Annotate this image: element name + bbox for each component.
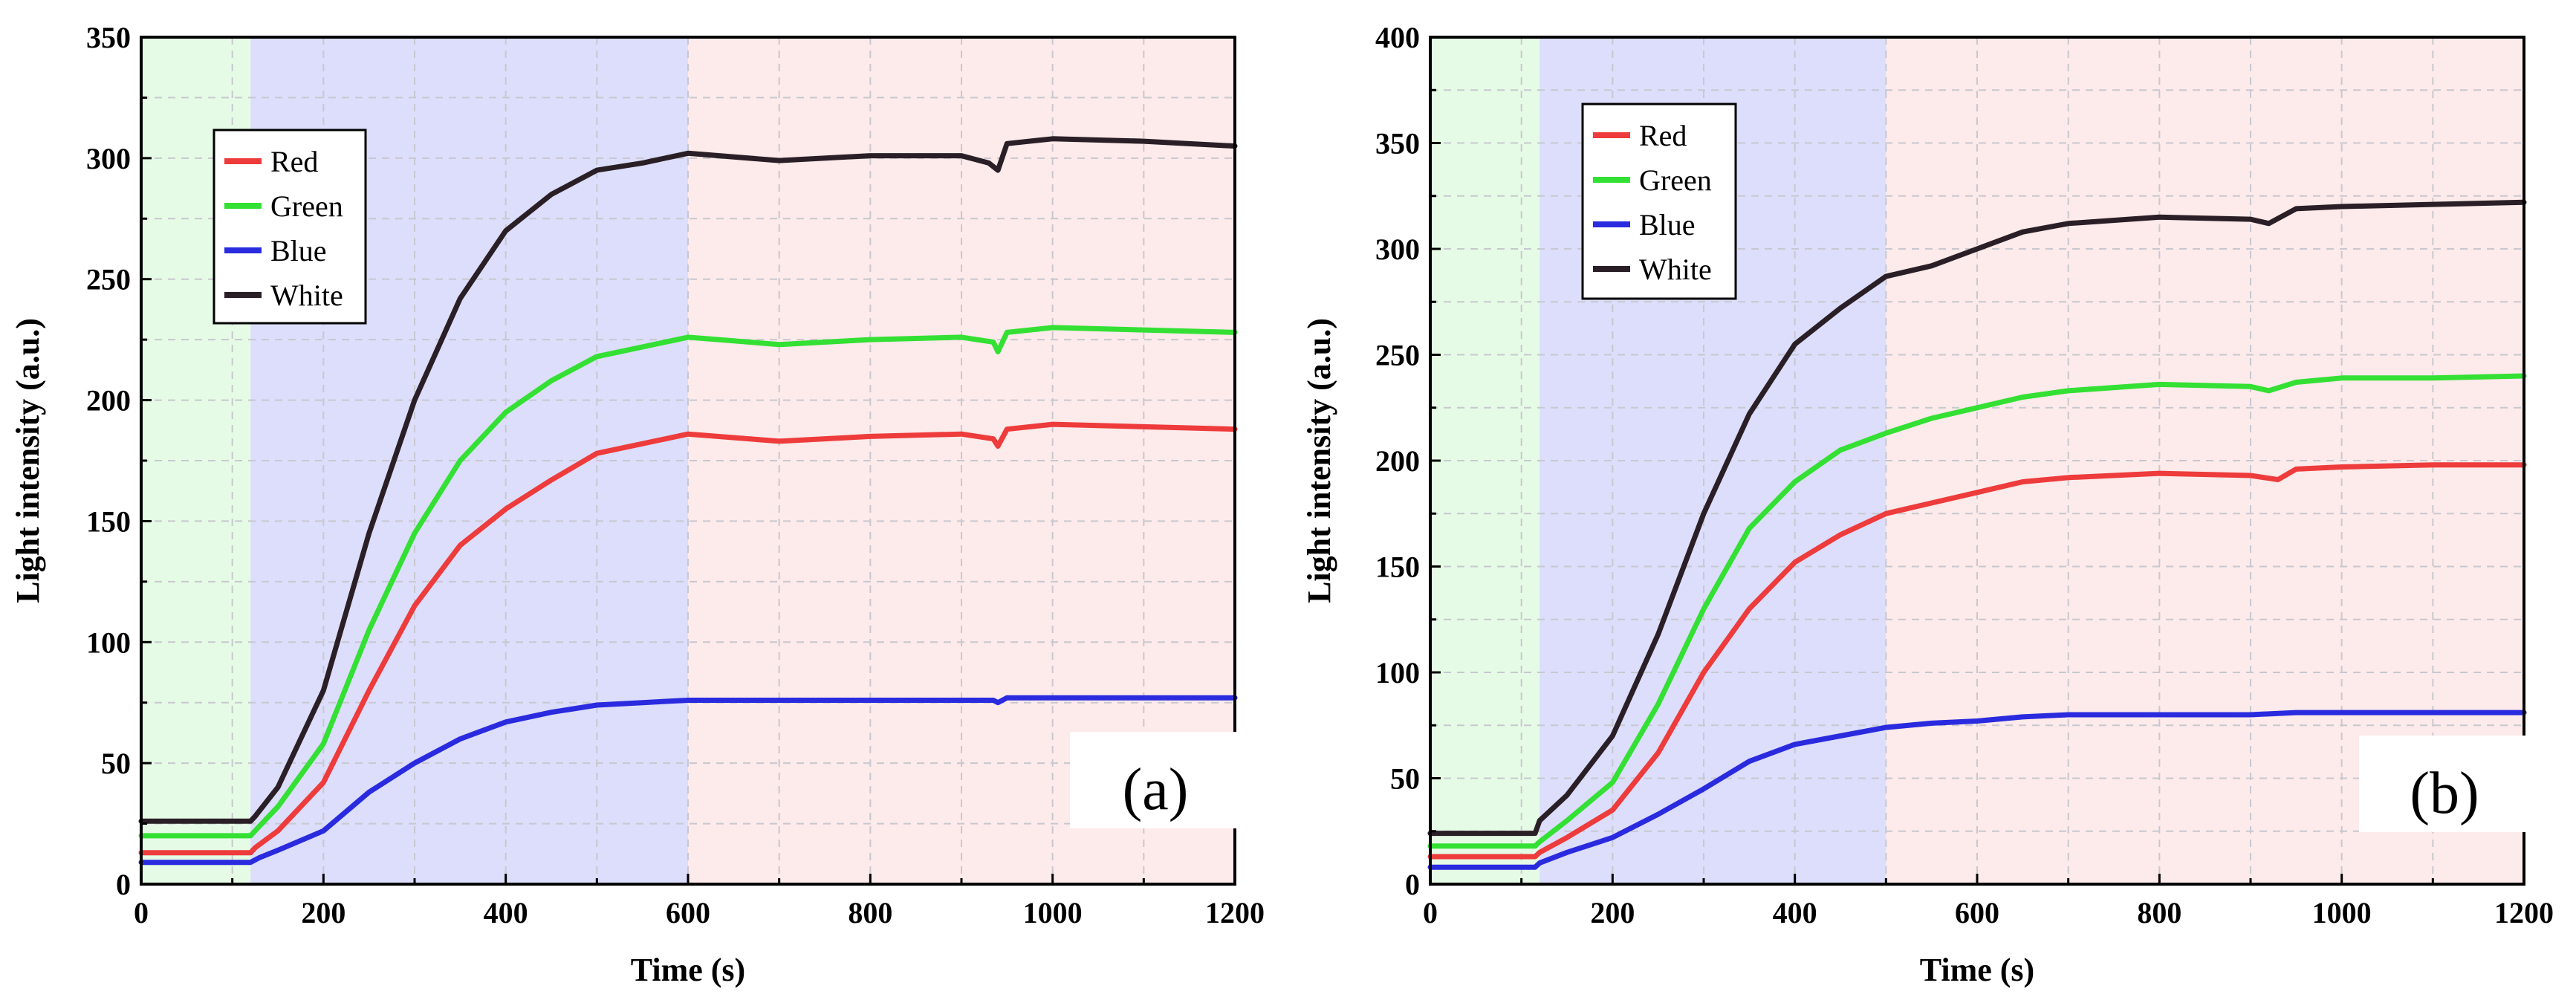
y-tick-label: 350: [1375, 127, 1420, 160]
legend: Red Green Blue White: [212, 129, 367, 325]
legend-label-blue: Blue: [270, 234, 327, 267]
panel-label-group: (a): [1070, 732, 1241, 828]
x-tick-label: 1000: [1023, 896, 1083, 929]
y-tick-label: 0: [1405, 868, 1420, 901]
y-tick-label: 100: [1375, 656, 1420, 689]
panel-label-bg: [1070, 732, 1241, 828]
panel-label-group: (b): [2359, 736, 2530, 832]
x-tick-label: 1200: [2494, 896, 2554, 929]
x-tick-label: 200: [1590, 896, 1635, 929]
x-tick-label: 200: [301, 896, 345, 929]
x-tick-label: 1000: [2312, 896, 2372, 929]
legend-label-blue: Blue: [1639, 208, 1696, 241]
y-axis-label: Light intensity (a.u.): [1301, 318, 1337, 603]
series-line-blue: [1427, 710, 2527, 870]
legend-label-green: Green: [270, 189, 343, 223]
y-tick-label: 150: [1375, 551, 1420, 584]
x-axis-label: Time (s): [1920, 952, 2034, 988]
x-axis-label: Time (s): [631, 952, 745, 988]
series-line-red: [138, 421, 1238, 856]
x-tick-label: 400: [484, 896, 528, 929]
x-tick-label: 1200: [1205, 896, 1265, 929]
chart-panel-b: 0 200 400 600 800 1000 1200 0 50 100 150 200 250 300 3…: [1301, 21, 2554, 988]
x-tick-label: 0: [134, 896, 149, 929]
y-tick-label: 350: [86, 21, 131, 54]
series-line-blue: [138, 695, 1238, 866]
series-line-red: [1427, 462, 2527, 860]
x-tick-label: 400: [1773, 896, 1817, 929]
x-tick-label: 600: [666, 896, 710, 929]
legend-label-white: White: [1639, 253, 1712, 286]
y-tick-label: 200: [1375, 444, 1420, 478]
y-tick-label: 300: [1375, 233, 1420, 266]
chart-panel-a: 0 200 400 600 800 1000 1200 0 50 100 150 200 250 300 3…: [10, 21, 1265, 988]
legend: Red Green Blue White: [1581, 103, 1737, 300]
panel-label-bg: [2359, 736, 2530, 832]
y-tick-label: 200: [86, 384, 131, 418]
legend-label-red: Red: [270, 145, 318, 178]
y-axis-label: Light intensity (a.u.): [10, 318, 46, 603]
panel-label: (a): [1123, 757, 1189, 822]
legend-label-red: Red: [1639, 119, 1687, 152]
y-tick-label: 250: [1375, 339, 1420, 372]
x-tick-label: 0: [1423, 896, 1438, 929]
y-tick-label: 50: [101, 747, 131, 780]
x-tick-label: 800: [848, 896, 892, 929]
x-tick-label: 800: [2137, 896, 2181, 929]
series-line-green: [1427, 373, 2527, 849]
series-line-green: [138, 325, 1238, 839]
y-tick-label: 250: [86, 263, 131, 296]
legend-label-white: White: [270, 279, 343, 312]
x-tick-label: 600: [1955, 896, 1999, 929]
series-line-white: [1427, 199, 2527, 837]
y-tick-label: 100: [86, 626, 131, 659]
y-tick-label: 400: [1375, 21, 1420, 54]
series-line-white: [138, 136, 1238, 824]
legend-label-green: Green: [1639, 163, 1712, 197]
y-tick-label: 150: [86, 504, 131, 538]
panel-label: (b): [2410, 761, 2479, 826]
y-tick-label: 300: [86, 142, 131, 175]
y-tick-label: 0: [116, 868, 131, 901]
y-tick-label: 50: [1390, 762, 1420, 796]
